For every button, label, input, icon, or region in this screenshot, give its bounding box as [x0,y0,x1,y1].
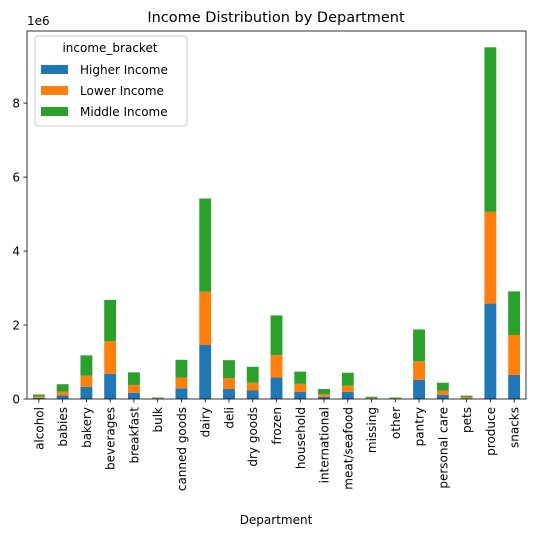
y-ticks-group: 0 2 4 6 8 [12,97,27,407]
bar-middle-income-17 [437,383,449,391]
bar-middle-income-20 [508,291,520,335]
x-tick-label: beverages [104,407,118,470]
bar-lower-income-3 [104,341,116,374]
bar-lower-income-6 [176,378,188,389]
bar-middle-income-13 [342,373,354,386]
bar-higher-income-19 [484,304,496,399]
bar-middle-income-16 [413,329,425,361]
bar-lower-income-8 [223,378,235,389]
legend-label-middle-income: Middle Income [80,105,168,119]
bar-middle-income-1 [57,384,69,391]
x-ticks-group: alcohol babies bakery beverages breakfast bul… [32,399,521,491]
bar-higher-income-7 [199,345,211,399]
bar-higher-income-6 [176,388,188,399]
bar-lower-income-11 [294,384,306,392]
bar-middle-income-12 [318,389,330,394]
bar-middle-income-8 [223,360,235,378]
y-tick-label: 4 [12,245,20,259]
x-tick-label: household [294,407,308,469]
bar-lower-income-19 [484,212,496,304]
x-tick-label: dairy [199,407,213,437]
x-tick-label: alcohol [32,407,46,450]
y-tick-label: 6 [12,171,20,185]
bar-lower-income-16 [413,361,425,379]
bar-lower-income-2 [80,376,92,387]
x-tick-label: produce [484,407,498,456]
x-tick-label: bakery [80,407,94,448]
bar-lower-income-12 [318,394,330,397]
x-tick-label: other [389,407,403,439]
x-axis-label: Department [240,513,313,527]
bar-lower-income-20 [508,335,520,375]
bar-lower-income-14 [366,398,378,399]
bar-middle-income-10 [271,315,283,355]
y-axis-scale-label: 1e6 [27,14,50,28]
bar-higher-income-4 [128,393,140,399]
x-tick-label: international [318,407,332,483]
x-tick-label: personal care [436,407,450,489]
bar-lower-income-18 [461,397,473,398]
bar-lower-income-9 [247,383,259,391]
legend-label-lower-income: Lower Income [80,84,164,98]
legend-label-higher-income: Higher Income [80,63,168,77]
bar-lower-income-17 [437,390,449,394]
bar-middle-income-11 [294,372,306,384]
bar-higher-income-1 [57,395,69,399]
bar-lower-income-1 [57,392,69,396]
bar-higher-income-20 [508,375,520,399]
bar-lower-income-4 [128,385,140,393]
bar-higher-income-11 [294,392,306,399]
legend: income_bracket Higher Income Lower Income M… [35,36,187,126]
bar-middle-income-5 [152,398,164,399]
bar-higher-income-10 [271,378,283,399]
bar-higher-income-2 [80,387,92,399]
bar-lower-income-0 [33,396,45,397]
bar-middle-income-15 [389,398,401,399]
bar-middle-income-14 [366,397,378,398]
x-tick-label: frozen [270,407,284,445]
legend-swatch-middle-income [41,107,68,116]
x-tick-label: breakfast [127,407,141,464]
chart-title: Income Distribution by Department [147,10,405,26]
bar-middle-income-2 [80,355,92,375]
x-tick-label: missing [365,407,379,453]
y-tick-label: 8 [12,97,20,111]
bar-higher-income-3 [104,374,116,399]
bar-middle-income-0 [33,395,45,397]
x-tick-label: dry goods [246,407,260,467]
bar-middle-income-18 [461,396,473,397]
x-tick-label: deli [222,407,236,429]
x-tick-label: babies [56,407,70,447]
x-tick-label: meat/seafood [341,407,355,490]
x-tick-label: pantry [413,407,427,446]
y-tick-label: 2 [12,319,20,333]
bar-higher-income-8 [223,389,235,399]
bar-middle-income-9 [247,367,259,383]
bar-middle-income-3 [104,300,116,341]
legend-swatch-higher-income [41,65,68,74]
bar-higher-income-9 [247,390,259,399]
legend-swatch-lower-income [41,86,68,95]
bar-middle-income-4 [128,372,140,385]
x-tick-label: bulk [151,407,165,433]
y-tick-label: 0 [12,393,20,407]
x-tick-label: snacks [508,407,522,448]
bar-higher-income-17 [437,395,449,399]
bar-higher-income-13 [342,392,354,399]
x-tick-label: pets [460,407,474,433]
bar-middle-income-19 [484,47,496,212]
bar-middle-income-7 [199,199,211,292]
bar-higher-income-16 [413,380,425,399]
bar-middle-income-6 [176,360,188,378]
x-tick-label: canned goods [175,407,189,491]
bar-lower-income-13 [342,386,354,392]
bar-lower-income-10 [271,355,283,378]
legend-title: income_bracket [62,41,157,55]
bar-lower-income-7 [199,292,211,345]
